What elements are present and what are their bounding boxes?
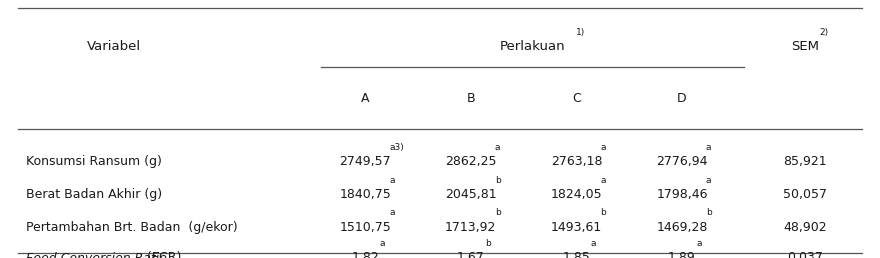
Text: 2749,57: 2749,57	[340, 155, 391, 168]
Text: Feed Conversion Ratio: Feed Conversion Ratio	[26, 252, 167, 258]
Text: a: a	[600, 143, 605, 151]
Text: 1493,61: 1493,61	[551, 221, 602, 233]
Text: (FCR): (FCR)	[143, 252, 182, 258]
Text: 1798,46: 1798,46	[656, 188, 708, 201]
Text: Variabel: Variabel	[87, 40, 142, 53]
Text: a: a	[706, 143, 711, 151]
Text: SEM: SEM	[791, 40, 819, 53]
Text: B: B	[466, 92, 475, 104]
Text: 2776,94: 2776,94	[656, 155, 708, 168]
Text: 48,902: 48,902	[783, 221, 827, 233]
Text: b: b	[495, 208, 501, 217]
Text: C: C	[572, 92, 581, 104]
Text: 0,037: 0,037	[788, 252, 823, 258]
Text: b: b	[485, 239, 491, 248]
Text: Konsumsi Ransum (g): Konsumsi Ransum (g)	[26, 155, 162, 168]
Text: 1): 1)	[576, 28, 585, 37]
Text: 1824,05: 1824,05	[551, 188, 602, 201]
Text: 2862,25: 2862,25	[445, 155, 496, 168]
Text: a: a	[389, 208, 394, 217]
Text: b: b	[495, 176, 501, 185]
Text: 50,057: 50,057	[783, 188, 827, 201]
Text: a: a	[696, 239, 702, 248]
Text: 1,85: 1,85	[562, 252, 590, 258]
Text: A: A	[361, 92, 370, 104]
Text: 85,921: 85,921	[783, 155, 827, 168]
Text: a: a	[590, 239, 597, 248]
Text: a: a	[495, 143, 500, 151]
Text: 2045,81: 2045,81	[445, 188, 496, 201]
Text: 1510,75: 1510,75	[340, 221, 391, 233]
Text: a: a	[389, 176, 394, 185]
Text: a: a	[379, 239, 385, 248]
Text: 2763,18: 2763,18	[551, 155, 602, 168]
Text: 1840,75: 1840,75	[340, 188, 391, 201]
Text: 1713,92: 1713,92	[445, 221, 496, 233]
Text: Perlakuan: Perlakuan	[500, 40, 565, 53]
Text: 1,67: 1,67	[457, 252, 485, 258]
Text: 2): 2)	[820, 28, 829, 37]
Text: 1,89: 1,89	[668, 252, 696, 258]
Text: 1,82: 1,82	[351, 252, 379, 258]
Text: a: a	[706, 176, 711, 185]
Text: Pertambahan Brt. Badan  (g/ekor): Pertambahan Brt. Badan (g/ekor)	[26, 221, 238, 233]
Text: D: D	[678, 92, 686, 104]
Text: b: b	[706, 208, 712, 217]
Text: 1469,28: 1469,28	[656, 221, 708, 233]
Text: a3): a3)	[389, 143, 404, 151]
Text: a: a	[600, 176, 605, 185]
Text: Berat Badan Akhir (g): Berat Badan Akhir (g)	[26, 188, 163, 201]
Text: b: b	[600, 208, 606, 217]
